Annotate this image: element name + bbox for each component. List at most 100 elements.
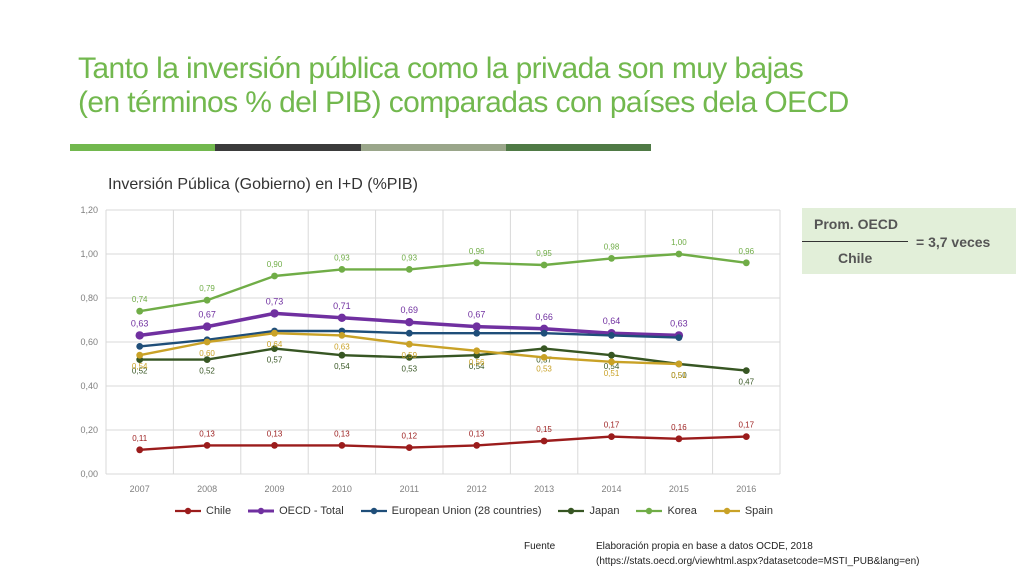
legend-label: European Union (28 countries) xyxy=(391,505,542,517)
data-label: 0,54 xyxy=(469,362,485,371)
data-label: 0,11 xyxy=(132,434,148,443)
data-label: 0,54 xyxy=(334,362,350,371)
data-point xyxy=(405,329,413,337)
slide-title: Tanto la inversión pública como la priva… xyxy=(78,52,978,120)
series-line xyxy=(139,347,747,372)
data-label: 0,69 xyxy=(401,305,419,315)
data-label: 0,57 xyxy=(267,356,283,365)
data-label: 0,12 xyxy=(402,432,418,441)
legend-label: OECD - Total xyxy=(279,505,344,517)
decorative-color-bar xyxy=(70,144,651,151)
data-point xyxy=(472,322,481,331)
color-bar-segment xyxy=(70,144,216,151)
data-point xyxy=(136,351,144,359)
data-label: 0,96 xyxy=(739,247,755,256)
data-point xyxy=(270,309,279,318)
x-tick-label: 2011 xyxy=(400,484,419,494)
data-point xyxy=(540,261,548,269)
data-label: 0,52 xyxy=(199,367,215,376)
legend-label: Japan xyxy=(589,505,620,517)
series-line xyxy=(139,252,747,313)
data-label: 0,73 xyxy=(266,296,284,306)
data-point xyxy=(540,354,548,361)
data-point xyxy=(338,332,346,339)
x-tick-label: 2007 xyxy=(130,484,150,494)
data-point xyxy=(405,318,414,327)
data-label: 0,16 xyxy=(671,423,687,432)
legend-swatch xyxy=(360,507,387,515)
data-label: 0,52 xyxy=(132,367,148,376)
data-label: 0,63 xyxy=(670,318,688,328)
source-text-line-1: Elaboración propia en base a datos OCDE,… xyxy=(596,541,813,552)
y-tick-label: 1,20 xyxy=(80,205,98,215)
source-text: Elaboración propia en base a datos OCDE,… xyxy=(596,539,1016,569)
data-label: 0,13 xyxy=(199,429,215,438)
data-point xyxy=(405,266,413,273)
data-point xyxy=(540,329,548,337)
legend-swatch xyxy=(713,507,740,515)
data-point xyxy=(742,433,750,440)
data-point xyxy=(271,272,278,280)
data-point xyxy=(136,343,144,350)
data-point xyxy=(338,442,346,449)
data-point xyxy=(405,354,413,361)
data-point xyxy=(473,347,481,355)
data-point xyxy=(203,338,211,346)
data-label: 1,00 xyxy=(671,238,687,247)
data-label: 0,93 xyxy=(402,253,418,262)
slide-title-line-2: (en términos % del PIB) comparadas con p… xyxy=(78,86,849,119)
data-label: 0,56 xyxy=(469,358,485,367)
y-tick-label: 0,60 xyxy=(80,337,98,347)
x-tick-label: 2008 xyxy=(197,484,217,494)
data-point xyxy=(405,444,413,451)
data-point xyxy=(473,442,481,449)
legend-swatch xyxy=(248,507,275,515)
data-point xyxy=(135,331,144,340)
data-point xyxy=(540,437,548,445)
data-label: 0,95 xyxy=(536,249,552,258)
data-label: 0,51 xyxy=(671,371,687,380)
data-point xyxy=(203,442,211,449)
ratio-result: = 3,7 veces xyxy=(916,234,991,250)
data-label: 0,54 xyxy=(132,362,148,371)
data-label: 0,67 xyxy=(198,310,216,320)
source-label: Fuente xyxy=(524,541,556,552)
data-label: 0,60 xyxy=(199,349,215,358)
color-bar-segment xyxy=(215,144,361,151)
data-point xyxy=(742,367,750,374)
legend-label: Chile xyxy=(206,505,232,517)
x-tick-label: 2009 xyxy=(264,484,284,494)
data-point xyxy=(608,255,615,262)
source-text-line-2: (https://stats.oecd.org/viewhtml.aspx?da… xyxy=(596,556,920,567)
data-point xyxy=(675,250,683,258)
data-label: 0,15 xyxy=(536,425,552,434)
x-tick-label: 2015 xyxy=(669,484,689,494)
y-tick-label: 0,80 xyxy=(80,293,98,303)
data-label: 0,17 xyxy=(739,421,755,430)
color-bar-segment xyxy=(360,144,506,151)
legend-label: Korea xyxy=(667,505,697,517)
legend-item: European Union (28 countries) xyxy=(360,505,542,517)
data-point xyxy=(675,360,683,368)
legend-swatch xyxy=(175,507,201,515)
data-label: 0,13 xyxy=(334,429,350,438)
data-label: 0,71 xyxy=(333,301,351,311)
data-point xyxy=(203,296,211,304)
data-label: 0,47 xyxy=(739,378,755,387)
legend-item: Japan xyxy=(557,505,619,517)
x-tick-label: 2016 xyxy=(736,484,756,494)
data-point xyxy=(271,442,278,449)
data-label: 0,90 xyxy=(267,260,283,269)
x-tick-label: 2012 xyxy=(467,484,487,494)
data-label: 0,50 xyxy=(671,371,687,380)
data-label: 0,51 xyxy=(604,369,620,378)
chart-legend: Chile OECD - Total European Union (28 coun… xyxy=(174,505,789,517)
data-point xyxy=(338,351,346,359)
y-tick-label: 1,00 xyxy=(80,249,98,259)
x-tick-label: 2014 xyxy=(601,484,621,494)
y-tick-label: 0,00 xyxy=(80,469,98,479)
data-label: 0,67 xyxy=(468,310,486,320)
data-point xyxy=(742,259,750,267)
data-label: 0,64 xyxy=(603,316,621,326)
data-label: 0,63 xyxy=(131,318,149,328)
